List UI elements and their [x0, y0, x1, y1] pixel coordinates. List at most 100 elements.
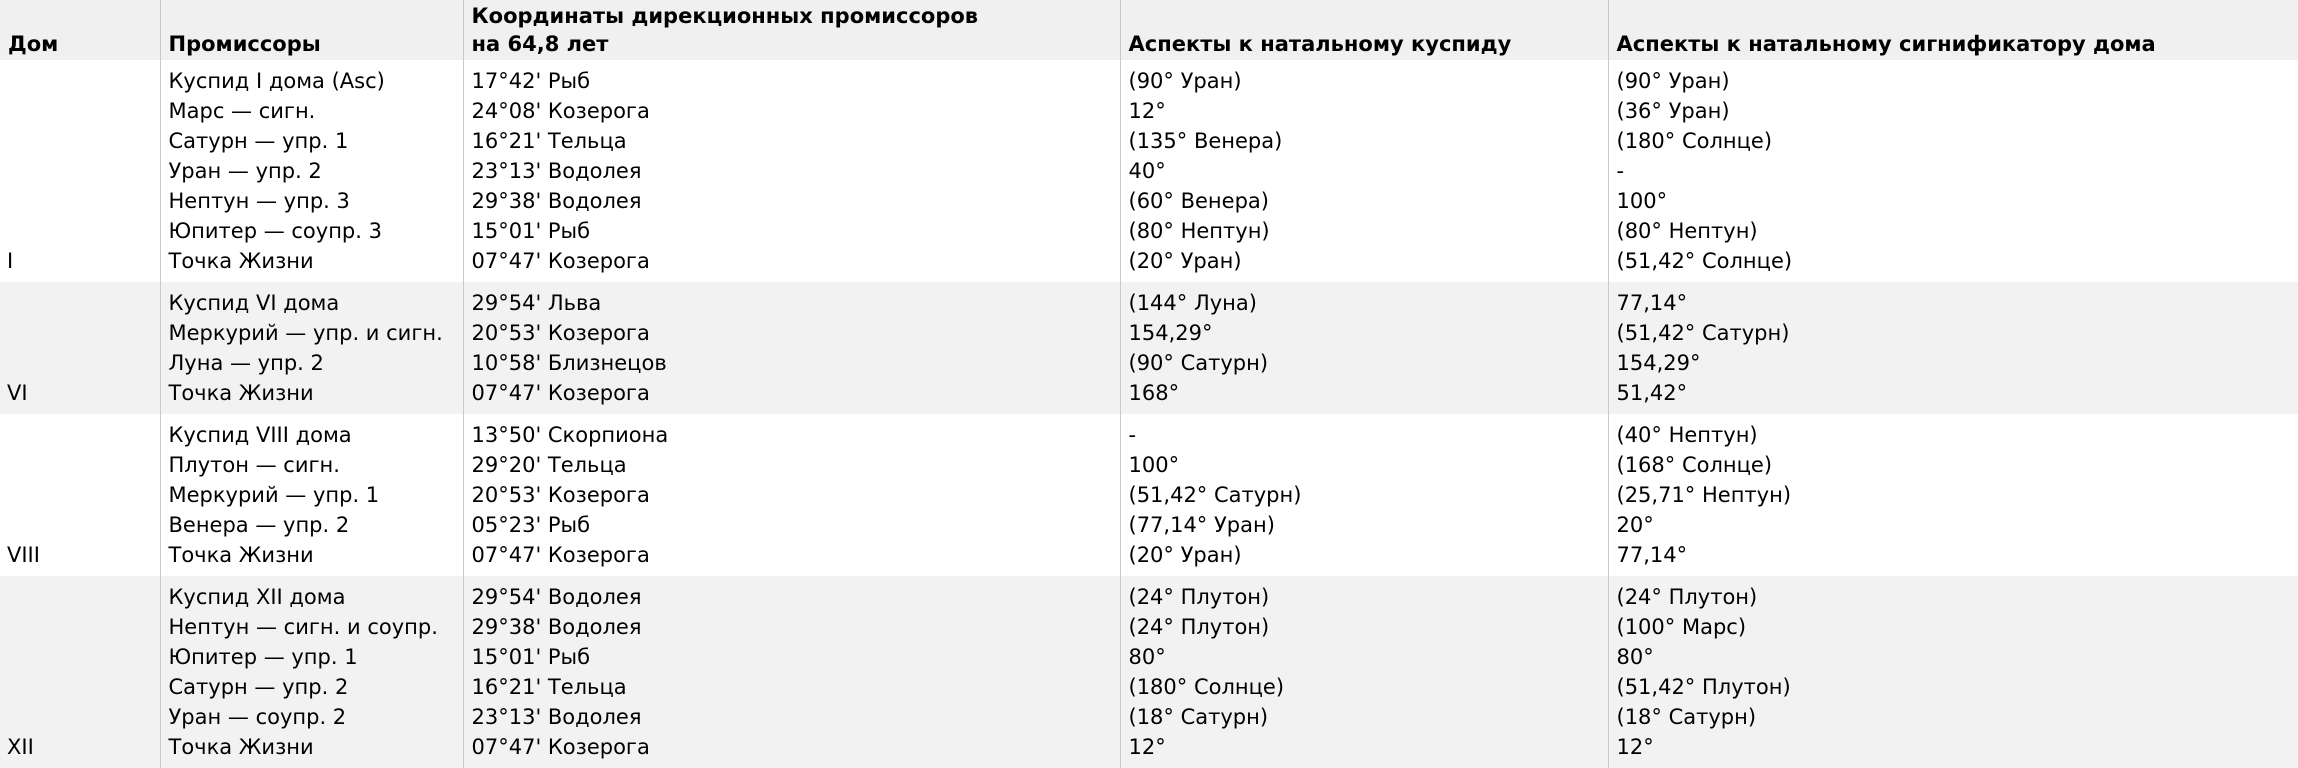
house-cell: I: [0, 60, 160, 282]
column-header-aspects-cusp-label: Аспекты к натальному куспиду: [1121, 30, 1608, 58]
promissor-line: Куспид XII дома: [161, 582, 463, 612]
promissor-line: Нептун — упр. 3: [161, 186, 463, 216]
aspect-cusp-line: (180° Солнце): [1121, 672, 1608, 702]
column-header-aspects-significator: Аспекты к натальному сигнификатору дома: [1608, 0, 2298, 60]
aspect-cusp-line: 12°: [1121, 96, 1608, 126]
aspects-significator-cell: 77,14°(51,42° Сатурн)154,29°51,42°: [1608, 282, 2298, 414]
coordinate-line: 23°13' Водолея: [464, 702, 1120, 732]
aspect-significator-line: 12°: [1609, 732, 2298, 762]
aspect-significator-line: (40° Нептун): [1609, 420, 2298, 450]
promissor-line: Нептун — сигн. и соупр.: [161, 612, 463, 642]
aspect-significator-line: (18° Сатурн): [1609, 702, 2298, 732]
aspect-cusp-line: 154,29°: [1121, 318, 1608, 348]
coordinate-line: 10°58' Близнецов: [464, 348, 1120, 378]
aspect-cusp-line: (135° Венера): [1121, 126, 1608, 156]
promissor-line: Марс — сигн.: [161, 96, 463, 126]
aspect-significator-line: 154,29°: [1609, 348, 2298, 378]
aspects-significator-cell: (90° Уран)(36° Уран)(180° Солнце)-100°(8…: [1608, 60, 2298, 282]
coordinate-line: 20°53' Козерога: [464, 480, 1120, 510]
aspect-significator-line: (90° Уран): [1609, 66, 2298, 96]
column-header-house-label: Дом: [0, 30, 160, 58]
promissor-line: Куспид I дома (Asc): [161, 66, 463, 96]
aspect-significator-line: 100°: [1609, 186, 2298, 216]
aspect-cusp-line: (60° Венера): [1121, 186, 1608, 216]
house-number: VIII: [0, 540, 160, 570]
aspect-cusp-line: 12°: [1121, 732, 1608, 762]
coordinate-line: 07°47' Козерога: [464, 378, 1120, 408]
aspect-significator-line: (51,42° Плутон): [1609, 672, 2298, 702]
aspect-significator-line: (51,42° Солнце): [1609, 246, 2298, 276]
promissor-line: Венера — упр. 2: [161, 510, 463, 540]
aspect-cusp-line: (20° Уран): [1121, 540, 1608, 570]
aspect-significator-line: 77,14°: [1609, 540, 2298, 570]
coordinate-line: 15°01' Рыб: [464, 216, 1120, 246]
column-header-coordinates: Координаты дирекционных промиссоров на 6…: [463, 0, 1120, 60]
coordinate-line: 07°47' Козерога: [464, 540, 1120, 570]
house-number: VI: [0, 378, 160, 408]
aspect-cusp-line: 80°: [1121, 642, 1608, 672]
promissor-line: Точка Жизни: [161, 378, 463, 408]
promissor-line: Сатурн — упр. 2: [161, 672, 463, 702]
aspect-cusp-line: 100°: [1121, 450, 1608, 480]
coordinate-line: 29°38' Водолея: [464, 612, 1120, 642]
column-header-coordinates-line1: Координаты дирекционных промиссоров: [464, 2, 1120, 30]
aspects-significator-cell: (24° Плутон)(100° Марс)80°(51,42° Плутон…: [1608, 576, 2298, 768]
promissor-line: Куспид VIII дома: [161, 420, 463, 450]
promissor-line: Точка Жизни: [161, 540, 463, 570]
header-row: Дом Промиссоры Координаты дирекционных п…: [0, 0, 2298, 60]
aspect-significator-line: (25,71° Нептун): [1609, 480, 2298, 510]
column-header-promissors-label: Промиссоры: [161, 30, 463, 58]
promissor-line: Плутон — сигн.: [161, 450, 463, 480]
aspect-cusp-line: (20° Уран): [1121, 246, 1608, 276]
house-cell: VIII: [0, 414, 160, 576]
table-body: I Куспид I дома (Asc)Марс — сигн.Сатурн …: [0, 60, 2298, 768]
aspect-cusp-line: -: [1121, 420, 1608, 450]
promissor-line: Луна — упр. 2: [161, 348, 463, 378]
coordinate-line: 24°08' Козерога: [464, 96, 1120, 126]
coordinate-line: 29°20' Тельца: [464, 450, 1120, 480]
aspect-significator-line: (51,42° Сатурн): [1609, 318, 2298, 348]
column-header-promissors: Промиссоры: [160, 0, 463, 60]
promissor-line: Уран — упр. 2: [161, 156, 463, 186]
coordinate-line: 13°50' Скорпиона: [464, 420, 1120, 450]
promissor-line: Точка Жизни: [161, 246, 463, 276]
aspect-cusp-line: (24° Плутон): [1121, 582, 1608, 612]
coordinate-line: 07°47' Козерога: [464, 732, 1120, 762]
aspect-significator-line: (36° Уран): [1609, 96, 2298, 126]
house-group-row: I Куспид I дома (Asc)Марс — сигн.Сатурн …: [0, 60, 2298, 282]
aspect-significator-line: (180° Солнце): [1609, 126, 2298, 156]
column-header-coordinates-line2: на 64,8 лет: [464, 30, 1120, 58]
column-header-aspects-cusp: Аспекты к натальному куспиду: [1120, 0, 1608, 60]
coordinate-line: 17°42' Рыб: [464, 66, 1120, 96]
coordinate-line: 07°47' Козерога: [464, 246, 1120, 276]
aspect-significator-line: (80° Нептун): [1609, 216, 2298, 246]
coordinate-line: 29°54' Водолея: [464, 582, 1120, 612]
coordinate-line: 15°01' Рыб: [464, 642, 1120, 672]
promissors-cell: Куспид I дома (Asc)Марс — сигн.Сатурн — …: [160, 60, 463, 282]
promissor-line: Юпитер — упр. 1: [161, 642, 463, 672]
coordinate-line: 05°23' Рыб: [464, 510, 1120, 540]
aspect-cusp-line: (90° Сатурн): [1121, 348, 1608, 378]
aspects-cusp-cell: (144° Луна)154,29°(90° Сатурн)168°: [1120, 282, 1608, 414]
promissor-line: Уран — соупр. 2: [161, 702, 463, 732]
aspects-cusp-cell: (90° Уран)12°(135° Венера)40°(60° Венера…: [1120, 60, 1608, 282]
aspect-cusp-line: (144° Луна): [1121, 288, 1608, 318]
coordinate-line: 29°54' Льва: [464, 288, 1120, 318]
aspects-significator-cell: (40° Нептун)(168° Солнце)(25,71° Нептун)…: [1608, 414, 2298, 576]
aspect-cusp-line: (24° Плутон): [1121, 612, 1608, 642]
aspects-cusp-cell: -100°(51,42° Сатурн)(77,14° Уран)(20° Ур…: [1120, 414, 1608, 576]
aspect-significator-line: -: [1609, 156, 2298, 186]
aspects-cusp-cell: (24° Плутон)(24° Плутон)80°(180° Солнце)…: [1120, 576, 1608, 768]
column-header-house: Дом: [0, 0, 160, 60]
coordinate-line: 29°38' Водолея: [464, 186, 1120, 216]
promissor-line: Куспид VI дома: [161, 288, 463, 318]
house-cell: VI: [0, 282, 160, 414]
promissor-line: Меркурий — упр. 1: [161, 480, 463, 510]
